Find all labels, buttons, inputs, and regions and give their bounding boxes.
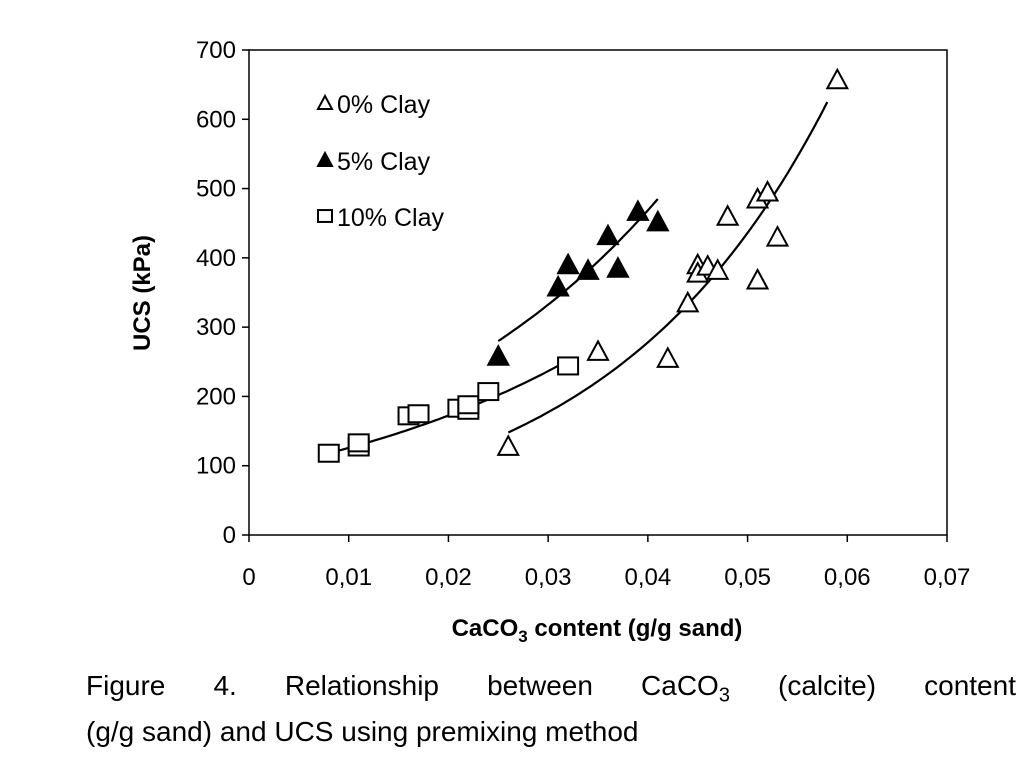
data-point xyxy=(576,258,600,280)
data-point xyxy=(347,433,370,453)
legend-label: 0% Clay xyxy=(337,91,431,119)
data-point xyxy=(656,346,680,368)
y-axis-title: UCS (kPa) xyxy=(129,235,156,351)
data-point xyxy=(486,344,510,366)
data-point xyxy=(626,199,650,221)
x-tick-label: 0 xyxy=(242,564,255,591)
data-point xyxy=(825,67,849,90)
x-axis: 0 0,01 0,02 0,03 0,04 0,05 0,06 0,07 xyxy=(242,535,970,591)
data-point xyxy=(676,290,700,313)
caption-line-1: Figure 4. Relationship between CaCO3 (ca… xyxy=(86,668,1016,714)
y-tick-label: 0 xyxy=(223,522,236,549)
x-axis-title-rest: content (g/g sand) xyxy=(528,615,743,642)
y-tick-label: 600 xyxy=(196,106,236,133)
x-tick-label: 0,06 xyxy=(824,564,871,591)
caption-word: Relationship xyxy=(284,670,439,701)
x-axis-title: CaCO3 content (g/g sand) xyxy=(452,615,743,646)
caption-formula: CaCO3 xyxy=(641,670,730,707)
data-point xyxy=(596,223,620,246)
y-tick-label: 200 xyxy=(196,383,236,410)
y-tick-label: 100 xyxy=(196,453,236,480)
x-tick-label: 0,07 xyxy=(924,564,971,591)
data-point xyxy=(556,252,580,275)
x-axis-title-formula: CaCO xyxy=(452,615,519,642)
data-point xyxy=(755,179,780,202)
caption-word: between xyxy=(487,670,593,701)
x-tick-label: 0,04 xyxy=(624,564,671,591)
caption-line-2: (g/g sand) and UCS using premixing metho… xyxy=(86,715,639,747)
data-point xyxy=(407,404,430,424)
caption-word: 4. xyxy=(213,670,237,701)
figure-caption: Figure 4. Relationship between CaCO3 (ca… xyxy=(86,668,1016,750)
data-point xyxy=(496,434,520,456)
caption-word: content xyxy=(924,670,1016,701)
x-axis-title-subscript: 3 xyxy=(518,627,527,646)
legend-marker xyxy=(317,209,333,223)
y-tick-label: 300 xyxy=(196,314,236,341)
legend-marker xyxy=(316,93,334,110)
legend: 0% Clay 5% Clay 10% Clay xyxy=(316,91,444,232)
data-point xyxy=(715,204,740,226)
x-tick-label: 0,03 xyxy=(525,564,572,591)
data-points xyxy=(317,67,849,463)
data-point xyxy=(557,356,580,376)
plot-area xyxy=(248,49,948,536)
data-point xyxy=(765,224,790,247)
y-tick-label: 400 xyxy=(196,245,236,272)
caption-word: Figure xyxy=(86,670,166,701)
y-tick-label: 500 xyxy=(196,176,236,203)
caption-word: (calcite) xyxy=(778,670,877,701)
y-tick-label: 700 xyxy=(196,37,236,64)
legend-label: 5% Clay xyxy=(337,148,431,176)
data-point xyxy=(457,395,480,415)
data-point xyxy=(546,274,570,297)
data-point xyxy=(317,443,340,463)
data-point xyxy=(477,382,500,402)
x-tick-label: 0,02 xyxy=(425,564,472,591)
trendline xyxy=(507,101,829,434)
x-tick-label: 0,05 xyxy=(724,564,771,591)
x-tick-label: 0,01 xyxy=(325,564,372,591)
data-point xyxy=(586,339,610,361)
data-point xyxy=(745,267,770,290)
data-point xyxy=(705,258,730,280)
plot-border xyxy=(248,49,948,536)
legend-marker xyxy=(316,150,334,167)
chart: 0 100 200 300 400 500 600 700 0 0,01 0,02 0,03 0,04… xyxy=(129,37,970,646)
data-point xyxy=(606,256,630,278)
data-point xyxy=(646,209,670,232)
y-axis: 0 100 200 300 400 500 600 700 xyxy=(196,37,249,549)
legend-label: 10% Clay xyxy=(337,204,444,232)
